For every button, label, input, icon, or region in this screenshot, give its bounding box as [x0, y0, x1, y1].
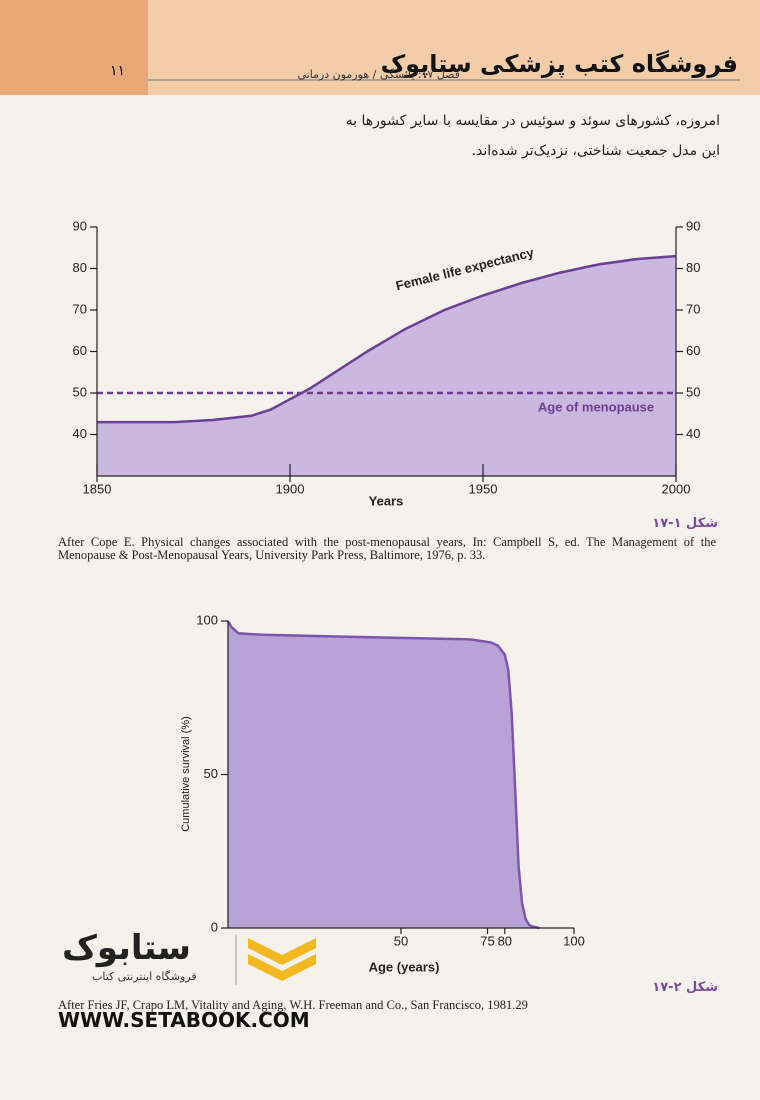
header-corner	[0, 0, 148, 95]
chevron	[248, 938, 316, 965]
y-tick-label: 70	[73, 301, 87, 316]
y-tick-label: 60	[73, 343, 87, 358]
series-label: Age of menopause	[538, 399, 654, 414]
y-tick-label: 0	[211, 919, 218, 934]
x-tick-label: 75	[480, 933, 494, 948]
y2-tick-label: 40	[686, 426, 700, 441]
y-tick-label: 50	[73, 384, 87, 399]
x-tick-label: 50	[394, 933, 408, 948]
x-tick-label: 1950	[469, 481, 498, 496]
area-fill	[228, 621, 540, 928]
x-tick-label: 100	[563, 933, 585, 948]
figure-caption: شکل ۱-۱۷	[652, 516, 718, 531]
paragraph: امروزه، کشورهای سوئد و سوئیس در مقایسه ب…	[345, 113, 720, 159]
x-tick-label: 1900	[276, 481, 305, 496]
website-url: WWW.SETABOOK.COM	[58, 1008, 310, 1032]
chevron	[248, 954, 316, 981]
x-tick-label: 80	[498, 933, 512, 948]
logo-tagline: فروشگاه اینترنتی کتاب	[92, 970, 197, 983]
figure-reference: After Fries JF, Crapo LM, Vitality and A…	[58, 998, 528, 1012]
y2-tick-label: 80	[686, 260, 700, 275]
series-line	[97, 254, 677, 424]
y2-tick-label: 60	[686, 343, 700, 358]
logo-text: ستابوک	[62, 928, 191, 968]
series-line	[226, 620, 540, 930]
x-axis-label: Years	[369, 493, 404, 508]
y-tick-label: 90	[73, 218, 87, 233]
figure-reference: After Cope E. Physical changes associate…	[58, 535, 716, 562]
x-axis-label: Age (years)	[369, 959, 440, 974]
y-tick-label: 100	[196, 612, 218, 627]
y-tick-label: 80	[73, 260, 87, 275]
y2-tick-label: 90	[686, 218, 700, 233]
y2-tick-label: 70	[686, 301, 700, 316]
watermark-title: فروشگاه کتب پزشکی ستاپوک	[380, 50, 738, 78]
x-tick-label: 1850	[83, 481, 112, 496]
y-tick-label: 40	[73, 426, 87, 441]
x-tick-label: 2000	[662, 481, 691, 496]
running-head: فصل ۱۷: یائسگی / هورمون درمانی	[297, 68, 460, 81]
area-fill	[97, 256, 676, 476]
chart: 0 50 100 50 75 80 100 Age (years) Cumulative sur…	[180, 612, 585, 974]
y2-tick-label: 50	[686, 384, 700, 399]
y-tick-label: 50	[204, 766, 218, 781]
page-number: ۱۱	[110, 63, 126, 79]
figure-caption: شکل ۲-۱۷	[652, 980, 718, 995]
logo-chevrons	[235, 935, 316, 985]
y-axis-label: Cumulative survival (%)	[180, 716, 192, 832]
